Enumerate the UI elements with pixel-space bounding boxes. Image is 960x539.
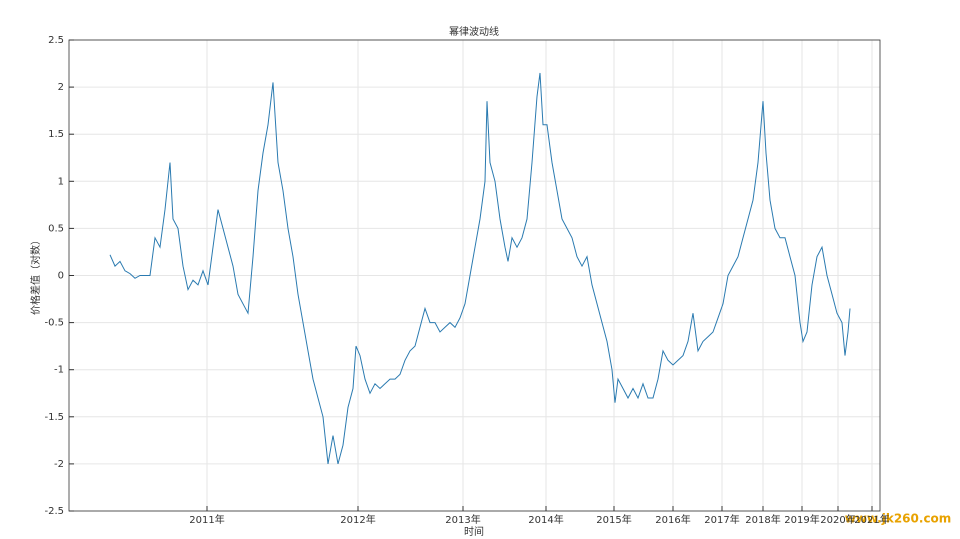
x-tick-label: 2014年 [528,513,563,526]
y-tick-label: -1 [54,365,64,376]
y-tick-label: 1.5 [48,129,64,140]
x-tick-label: 2015年 [596,513,631,526]
x-tick-label: 2019年 [784,513,819,526]
y-tick-label: -2.5 [44,506,64,517]
y-tick-label: -2 [54,459,64,470]
x-tick-label: 2017年 [704,513,739,526]
y-tick-label: -1.5 [44,412,64,423]
x-tick-label: 2020年 [820,513,855,526]
x-tick-label: 2013年 [445,513,480,526]
y-tick-label: 2 [58,82,64,93]
data-line [109,72,851,465]
chart-title: 幂律波动线 [449,25,499,38]
x-axis-label: 时间 [464,525,484,538]
y-tick-label: 0.5 [48,223,64,234]
plot-frame [68,39,881,512]
x-tick-label: 2021年 [854,513,889,526]
x-tick-label: 2012年 [340,513,375,526]
x-tick-label: 2011年 [189,513,224,526]
y-tick-label: -0.5 [44,318,64,329]
y-tick-label: 1 [58,176,64,187]
x-tick-label: 2016年 [655,513,690,526]
y-axis-label: 价格差值（对数） [29,235,42,315]
x-tick-label: 2018年 [745,513,780,526]
y-tick-label: 0 [58,271,64,282]
watermark: www.jk260.com [845,512,952,526]
y-tick-label: 2.5 [48,35,64,46]
